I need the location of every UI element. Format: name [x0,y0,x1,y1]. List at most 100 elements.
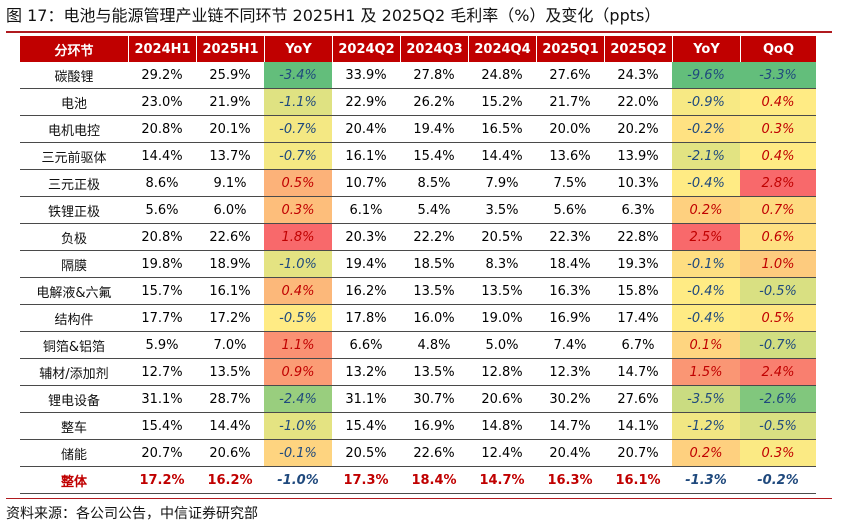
table-cell: 16.1% [196,278,264,305]
table-cell: 20.2% [604,116,672,143]
table-cell: 16.3% [536,467,604,494]
table-cell: 17.2% [128,467,196,494]
table-cell: 14.8% [468,413,536,440]
table-cell: 17.2% [196,305,264,332]
table-cell: 0.9% [264,359,332,386]
table-cell: 0.3% [264,197,332,224]
table-cell: 15.4% [332,413,400,440]
segment-name: 隔膜 [20,251,128,278]
table-cell: 30.2% [536,386,604,413]
table-cell: -2.4% [264,386,332,413]
table-cell: 5.4% [400,197,468,224]
table-cell: -0.2% [740,467,816,494]
table-row: 铁锂正极 5.6% 6.0% 0.3% 6.1% 5.4% 3.5% 5.6% 6.3% 0.2%… [20,197,816,224]
table-cell: 6.6% [332,332,400,359]
table-cell: 20.6% [196,440,264,467]
table-cell: 23.0% [128,89,196,116]
table-cell: 15.8% [604,278,672,305]
table-cell: -0.5% [740,278,816,305]
table-cell: 19.8% [128,251,196,278]
table-cell: 19.4% [400,116,468,143]
table-row: 电池 23.0% 21.9% -1.1% 22.9% 26.2% 15.2% 21.7% 22.… [20,89,816,116]
table-cell: 0.4% [264,278,332,305]
table-cell: 1.1% [264,332,332,359]
table-cell: 22.6% [400,440,468,467]
table-cell: 2.5% [672,224,740,251]
table-cell: 7.9% [468,170,536,197]
table-cell: 9.1% [196,170,264,197]
table-cell: 14.7% [468,467,536,494]
source-note: 资料来源：各公司公告，中信证券研究部 [6,506,258,522]
segment-name: 铁锂正极 [20,197,128,224]
table-cell: 24.3% [604,62,672,89]
table-cell: 16.9% [536,305,604,332]
table-cell: 20.1% [196,116,264,143]
table-cell: 22.2% [400,224,468,251]
segment-name: 电机电控 [20,116,128,143]
table-row: 电机电控 20.8% 20.1% -0.7% 20.4% 19.4% 16.5% 20.0% 2… [20,116,816,143]
table-cell: -0.1% [672,251,740,278]
table-cell: 27.6% [604,386,672,413]
segment-name: 储能 [20,440,128,467]
table-row: 储能 20.7% 20.6% -0.1% 20.5% 22.6% 12.4% 20.4% 20.… [20,440,816,467]
table-cell: 8.5% [400,170,468,197]
table-cell: 0.5% [740,305,816,332]
table-cell: 0.2% [672,197,740,224]
segment-name: 三元前驱体 [20,143,128,170]
table-body: 碳酸锂 29.2% 25.9% -3.4% 33.9% 27.8% 24.8% 27.6% 24… [20,62,816,494]
table-cell: 20.7% [128,440,196,467]
table-cell: 17.4% [604,305,672,332]
table-cell: 28.7% [196,386,264,413]
column-header: 2024Q4 [468,36,536,62]
table-cell: -9.6% [672,62,740,89]
table-cell: 21.9% [196,89,264,116]
column-header: 2024Q3 [400,36,468,62]
table-cell: 18.4% [536,251,604,278]
table-cell: 0.1% [672,332,740,359]
table-cell: 6.7% [604,332,672,359]
table-cell: 27.8% [400,62,468,89]
segment-name: 整体 [20,467,128,494]
table-cell: 18.9% [196,251,264,278]
table-cell: 15.4% [128,413,196,440]
table-cell: 7.0% [196,332,264,359]
table-cell: 20.4% [332,116,400,143]
column-header: 2025H1 [196,36,264,62]
column-header: 2025Q1 [536,36,604,62]
table-cell: 22.9% [332,89,400,116]
segment-name: 辅材/添加剂 [20,359,128,386]
segment-name: 电解液&六氟 [20,278,128,305]
table-cell: 7.5% [536,170,604,197]
table-cell: 13.7% [196,143,264,170]
table-cell: 6.1% [332,197,400,224]
table-cell: 16.5% [468,116,536,143]
table-cell: 20.8% [128,116,196,143]
table-cell: 25.9% [196,62,264,89]
segment-name: 锂电设备 [20,386,128,413]
table-cell: 0.4% [740,89,816,116]
table-cell: 6.0% [196,197,264,224]
table-cell: -0.9% [672,89,740,116]
bottom-rule [6,498,832,499]
table-cell: -3.4% [264,62,332,89]
table-cell: 10.3% [604,170,672,197]
table-cell: 3.5% [468,197,536,224]
table-cell: 16.9% [400,413,468,440]
table-cell: 0.4% [740,143,816,170]
table-cell: -0.4% [672,278,740,305]
table-cell: 22.8% [604,224,672,251]
table-cell: 7.4% [536,332,604,359]
column-header: 分环节 [20,36,128,62]
table-cell: 18.4% [400,467,468,494]
table-cell: 15.2% [468,89,536,116]
table-cell: 26.2% [400,89,468,116]
table-cell: 16.1% [332,143,400,170]
table-cell: 13.5% [468,278,536,305]
table-cell: 0.5% [264,170,332,197]
table-row: 整车 15.4% 14.4% -1.0% 15.4% 16.9% 14.8% 14.7% 14.… [20,413,816,440]
table-cell: 16.2% [196,467,264,494]
table-cell: -0.1% [264,440,332,467]
table-cell: 2.4% [740,359,816,386]
table-cell: 16.0% [400,305,468,332]
table-cell: 22.0% [604,89,672,116]
